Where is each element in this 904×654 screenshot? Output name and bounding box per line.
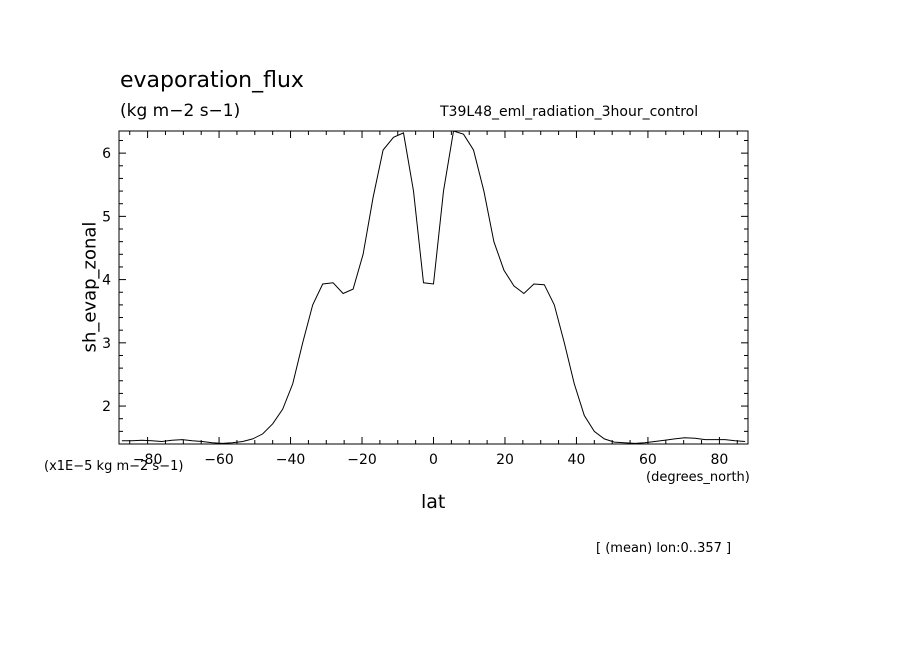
x-tick-label: 80 <box>710 452 728 468</box>
y-tick-label: 2 <box>102 399 111 415</box>
plot-frame <box>118 130 749 445</box>
chart-units: (kg m−2 s−1) <box>120 101 241 121</box>
x-tick-label: −60 <box>204 452 234 468</box>
x-axis-label: lat <box>421 491 446 513</box>
x-tick-label: 40 <box>568 452 586 468</box>
y-scale-label: (x1E−5 kg m−2 s−1) <box>44 459 184 474</box>
x-tick-label: −40 <box>276 452 306 468</box>
x-axis-units: (degrees_north) <box>646 470 750 485</box>
chart-title: evaporation_flux <box>120 68 304 93</box>
series-line <box>121 130 746 444</box>
y-tick-label: 3 <box>102 336 111 352</box>
y-tick-label: 6 <box>102 146 111 162</box>
footer-note: [ (mean) lon:0..357 ] <box>596 541 732 556</box>
y-tick-label: 5 <box>102 209 111 225</box>
x-tick-label: 60 <box>639 452 657 468</box>
x-tick-label: −20 <box>347 452 377 468</box>
run-label: T39L48_eml_radiation_3hour_control <box>440 104 699 120</box>
x-tick-label: 0 <box>429 452 438 468</box>
x-tick-label: −80 <box>133 452 163 468</box>
axis-ticks <box>119 131 748 444</box>
x-tick-label: 20 <box>496 452 514 468</box>
y-tick-label: 4 <box>102 273 111 289</box>
tick-labels: −80 −60 −40 −20 0 20 40 60 80 2 3 4 5 6 <box>102 146 728 468</box>
